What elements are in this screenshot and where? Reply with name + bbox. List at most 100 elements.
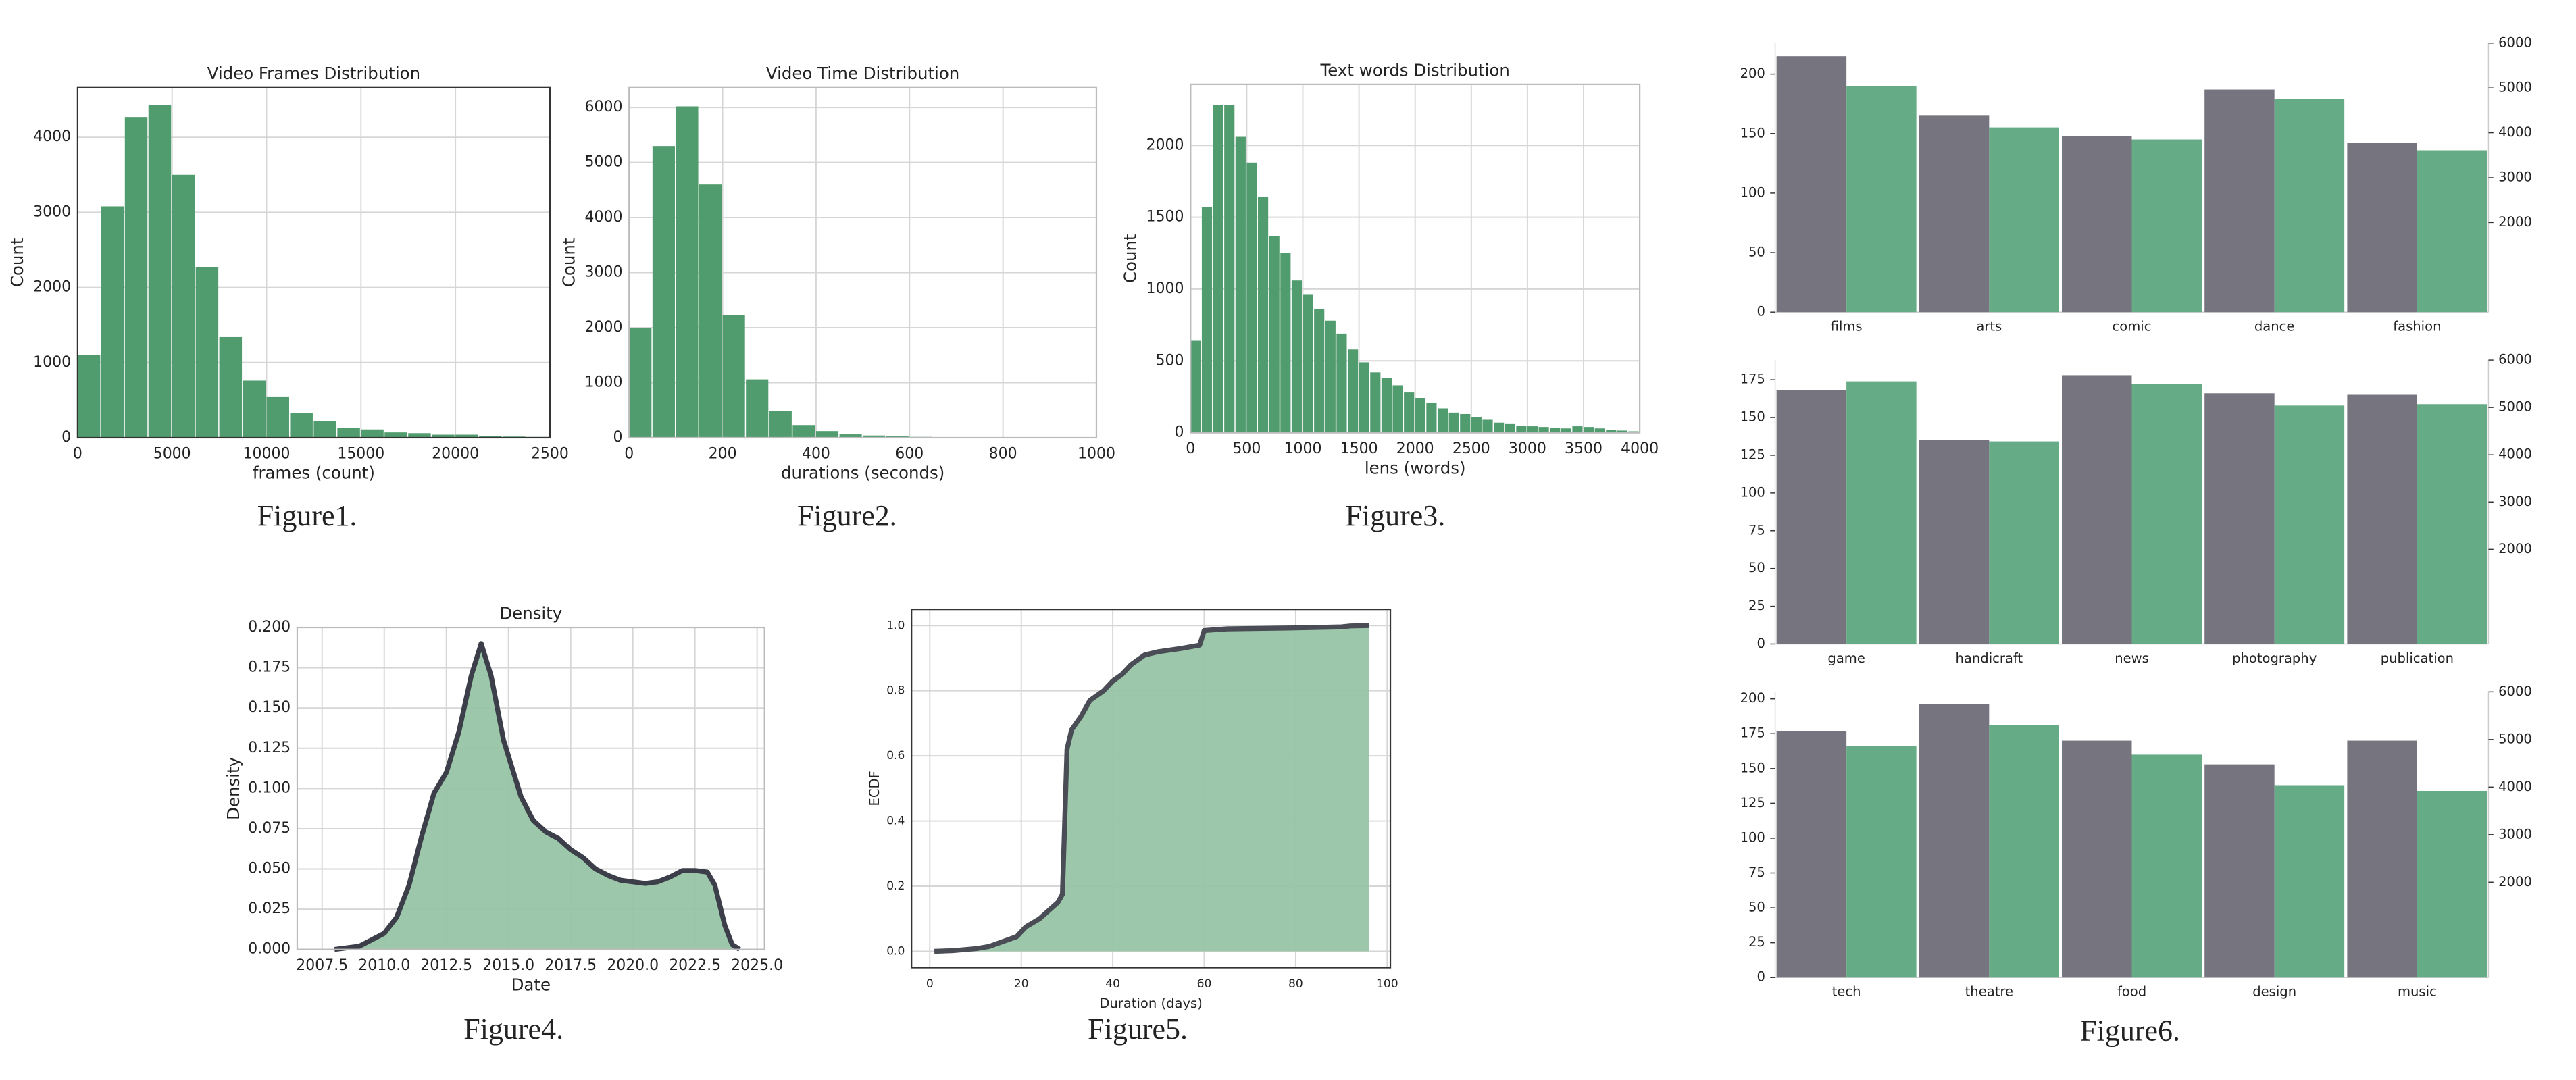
y-axis-label: Density xyxy=(224,757,243,820)
x-tick-label: handicraft xyxy=(1956,650,2023,666)
histogram-bar xyxy=(792,425,815,438)
histogram-bar xyxy=(1471,417,1482,433)
y-tick-label: 50 xyxy=(1748,245,1765,260)
y-tick-label: 1.0 xyxy=(886,619,905,632)
y-tick-label: 0 xyxy=(1175,424,1184,441)
y-tick-label: 1000 xyxy=(585,374,623,390)
bar xyxy=(2274,405,2345,644)
bar xyxy=(1989,127,2059,313)
histogram-bar xyxy=(863,435,886,438)
caption: Figure6. xyxy=(2080,1014,2180,1047)
x-tick-label: 1000 xyxy=(1284,440,1322,457)
histogram-bar xyxy=(652,146,675,438)
x-tick-label: 2012.5 xyxy=(420,957,472,974)
histogram-bar xyxy=(455,434,478,438)
histogram-bar xyxy=(676,106,699,438)
y2-tick-label: 6000 xyxy=(2498,352,2532,367)
y-tick-label: 3000 xyxy=(33,203,71,220)
area-fill xyxy=(934,625,1369,952)
histogram-bar xyxy=(195,267,219,438)
histogram-bar xyxy=(172,174,195,438)
x-tick-label: 1500 xyxy=(1340,440,1378,457)
y-tick-label: 0.8 xyxy=(886,684,905,698)
y-tick-label: 175 xyxy=(1740,371,1765,387)
y-tick-label: 0.175 xyxy=(248,659,291,676)
y-tick-label: 0.100 xyxy=(248,779,291,796)
histogram-bar xyxy=(1538,427,1549,433)
chart-title: Density xyxy=(499,603,562,623)
histogram-bar xyxy=(1336,333,1347,433)
y-tick-label: 0 xyxy=(61,429,71,446)
y-tick-label: 150 xyxy=(1740,125,1765,140)
chart-title: Video Frames Distribution xyxy=(207,63,420,83)
histogram-bar xyxy=(219,336,243,438)
x-tick-label: 2500 xyxy=(531,445,569,462)
x-tick-label: 200 xyxy=(709,445,737,462)
histogram-bar xyxy=(1269,236,1280,433)
x-axis-label: durations (seconds) xyxy=(781,463,944,483)
x-tick-label: dance xyxy=(2254,319,2295,334)
histogram-bar xyxy=(1280,253,1291,433)
x-tick-label: 2007.5 xyxy=(296,957,348,974)
y2-tick-label: 2000 xyxy=(2498,214,2532,230)
y-tick-label: 100 xyxy=(1740,829,1765,845)
histogram-bar xyxy=(77,355,101,438)
x-axis-label: Duration (days) xyxy=(1099,996,1203,1011)
histogram-bar xyxy=(1426,402,1437,433)
y2-tick-label: 4000 xyxy=(2498,124,2532,140)
bar xyxy=(2062,740,2132,978)
x-tick-label: 10000 xyxy=(243,445,291,462)
histogram-bar xyxy=(313,421,336,438)
histogram-bar xyxy=(124,117,148,438)
bar xyxy=(2131,139,2202,313)
x-tick-label: 0 xyxy=(1186,440,1195,457)
y-axis-label: ECDF xyxy=(867,771,882,806)
histogram-bar xyxy=(1190,340,1201,433)
chart-title: Video Time Distribution xyxy=(766,63,959,83)
y-tick-label: 75 xyxy=(1748,865,1765,880)
y2-tick-label: 5000 xyxy=(2498,731,2532,746)
bar xyxy=(1919,115,1990,313)
x-tick-label: 1000 xyxy=(1078,445,1115,462)
x-tick-label: 400 xyxy=(802,445,830,462)
x-tick-label: publication xyxy=(2381,650,2454,666)
y-tick-label: 25 xyxy=(1748,934,1765,950)
x-tick-label: comic xyxy=(2113,319,2152,334)
y-tick-label: 175 xyxy=(1740,725,1765,741)
histogram-bar xyxy=(1291,280,1303,433)
histogram-bar xyxy=(1314,309,1325,433)
bar xyxy=(1919,704,1990,978)
histogram-bar xyxy=(361,429,384,438)
bar xyxy=(1776,390,1847,644)
histogram-bar xyxy=(1381,378,1392,433)
x-tick-label: music xyxy=(2398,984,2437,1000)
histogram-bar xyxy=(384,432,407,438)
bar xyxy=(1846,86,1917,313)
x-axis-label: frames (count) xyxy=(253,463,375,483)
bar xyxy=(2131,754,2202,978)
caption: Figure4. xyxy=(463,1012,563,1046)
x-tick-label: arts xyxy=(1976,319,2002,334)
y2-tick-label: 6000 xyxy=(2498,34,2532,50)
histogram-bar xyxy=(699,184,722,438)
y-tick-label: 0 xyxy=(1757,969,1765,985)
y-tick-label: 0 xyxy=(1757,304,1765,319)
x-tick-label: 2017.5 xyxy=(545,957,597,974)
x-axis-label: Date xyxy=(511,975,551,994)
y-tick-label: 200 xyxy=(1740,66,1765,81)
bar xyxy=(1989,725,2059,978)
histogram-bar xyxy=(815,431,839,438)
bar xyxy=(2417,150,2487,313)
x-tick-label: 0 xyxy=(624,445,634,462)
x-tick-label: 4000 xyxy=(1621,440,1659,457)
x-tick-label: game xyxy=(1827,650,1865,666)
x-tick-label: 60 xyxy=(1197,977,1212,991)
x-tick-label: 600 xyxy=(895,445,924,462)
bar xyxy=(2417,404,2487,644)
x-tick-label: 15000 xyxy=(337,445,384,462)
histogram-bar xyxy=(1370,372,1381,433)
y-tick-label: 150 xyxy=(1740,409,1765,425)
bar xyxy=(1776,56,1847,313)
x-tick-label: 3000 xyxy=(1509,440,1546,457)
histogram-bar xyxy=(1606,430,1617,433)
